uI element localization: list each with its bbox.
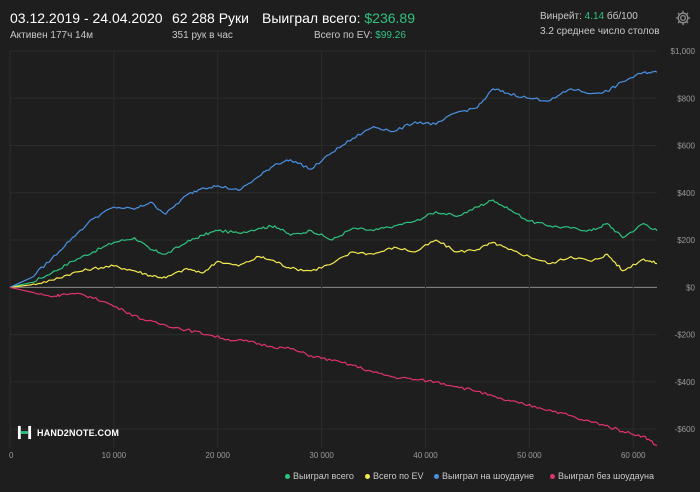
- series-line-ev-total: [9, 239, 658, 288]
- gear-icon[interactable]: [674, 9, 692, 27]
- ev-total-label: Всего по EV:: [314, 30, 373, 41]
- legend-dot-ev-total: [365, 474, 370, 480]
- y-tick-label: $400: [677, 189, 695, 198]
- legend-dot-won-total: [285, 474, 290, 480]
- x-tick-label: 60 000: [621, 451, 646, 460]
- legend-item-ev-total[interactable]: Всего по EV: [365, 471, 423, 481]
- legend-label-won-total: Выиграл всего: [293, 471, 354, 481]
- y-axis-ticks: $1,000 $800 $600 $400 $200 $0 -$200 -$400 -$600: [671, 47, 696, 434]
- winrate-unit: бб/100: [606, 11, 638, 22]
- legend-item-won-total[interactable]: Выиграл всего: [285, 471, 354, 481]
- hands-count: 62 288 Руки: [172, 10, 249, 26]
- hand2note-logo-text: HAND2NOTE.COM: [37, 427, 120, 438]
- ev-total: Всего по EV: $99.26: [314, 30, 406, 41]
- x-tick-label: 30 000: [309, 451, 334, 460]
- y-tick-label: -$400: [675, 378, 696, 387]
- active-time: Активен 177ч 14м: [10, 30, 94, 41]
- hands-per-hour: 351 рук в час: [172, 30, 233, 41]
- x-tick-label: 10 000: [102, 451, 127, 460]
- series-line-non-showdown: [9, 286, 658, 447]
- won-total: Выиграл всего: $236.89: [262, 10, 415, 26]
- stats-header: 03.12.2019 - 24.04.2020 Активен 177ч 14м…: [0, 0, 700, 46]
- won-total-label: Выиграл всего:: [262, 10, 361, 26]
- ev-total-value: $99.26: [375, 30, 406, 41]
- legend-label-non-showdown: Выиграл без шоудауна: [558, 471, 654, 481]
- hand2note-logo-icon: [17, 425, 32, 440]
- x-tick-label: 50 000: [517, 451, 542, 460]
- y-tick-label: $1,000: [671, 47, 696, 56]
- winrate: Винрейт: 4.14 бб/100: [540, 11, 638, 22]
- y-tick-label: -$200: [675, 331, 696, 340]
- chart-legend: Выиграл всего Всего по EV Выиграл на шоу…: [0, 471, 700, 485]
- series-line-showdown: [9, 70, 658, 288]
- date-range: 03.12.2019 - 24.04.2020: [10, 10, 163, 26]
- hand2note-logo: HAND2NOTE.COM: [17, 425, 119, 440]
- x-tick-label: 20 000: [206, 451, 231, 460]
- y-tick-label: $0: [686, 283, 695, 292]
- chart-grid: [9, 50, 657, 448]
- y-tick-label: $600: [677, 142, 695, 151]
- legend-dot-non-showdown: [550, 474, 555, 480]
- y-tick-label: $200: [677, 236, 695, 245]
- x-tick-label: 40 000: [413, 451, 438, 460]
- y-tick-label: $800: [677, 94, 695, 103]
- legend-label-showdown: Выиграл на шоудауне: [442, 471, 534, 481]
- x-axis-ticks: 0 10 000 20 000 30 000 40 000 50 000 60 000: [9, 451, 646, 460]
- series-line-won-total: [9, 199, 658, 288]
- legend-item-non-showdown[interactable]: Выиграл без шоудауна: [550, 471, 654, 481]
- y-tick-label: -$600: [675, 425, 696, 434]
- tables-average: 3.2 среднее число столов: [540, 26, 660, 37]
- legend-label-ev-total: Всего по EV: [373, 471, 424, 481]
- results-chart: $1,000$800$600$400$200$0-$200-$400-$600 …: [9, 47, 696, 460]
- chart-series: [9, 70, 658, 447]
- legend-item-showdown[interactable]: Выиграл на шоудауне: [434, 471, 534, 481]
- winrate-value: 4.14: [584, 11, 605, 22]
- x-tick-label: 0: [9, 451, 14, 460]
- won-total-value: $236.89: [364, 10, 415, 26]
- legend-dot-showdown: [434, 474, 439, 480]
- winrate-label: Винрейт:: [540, 11, 582, 22]
